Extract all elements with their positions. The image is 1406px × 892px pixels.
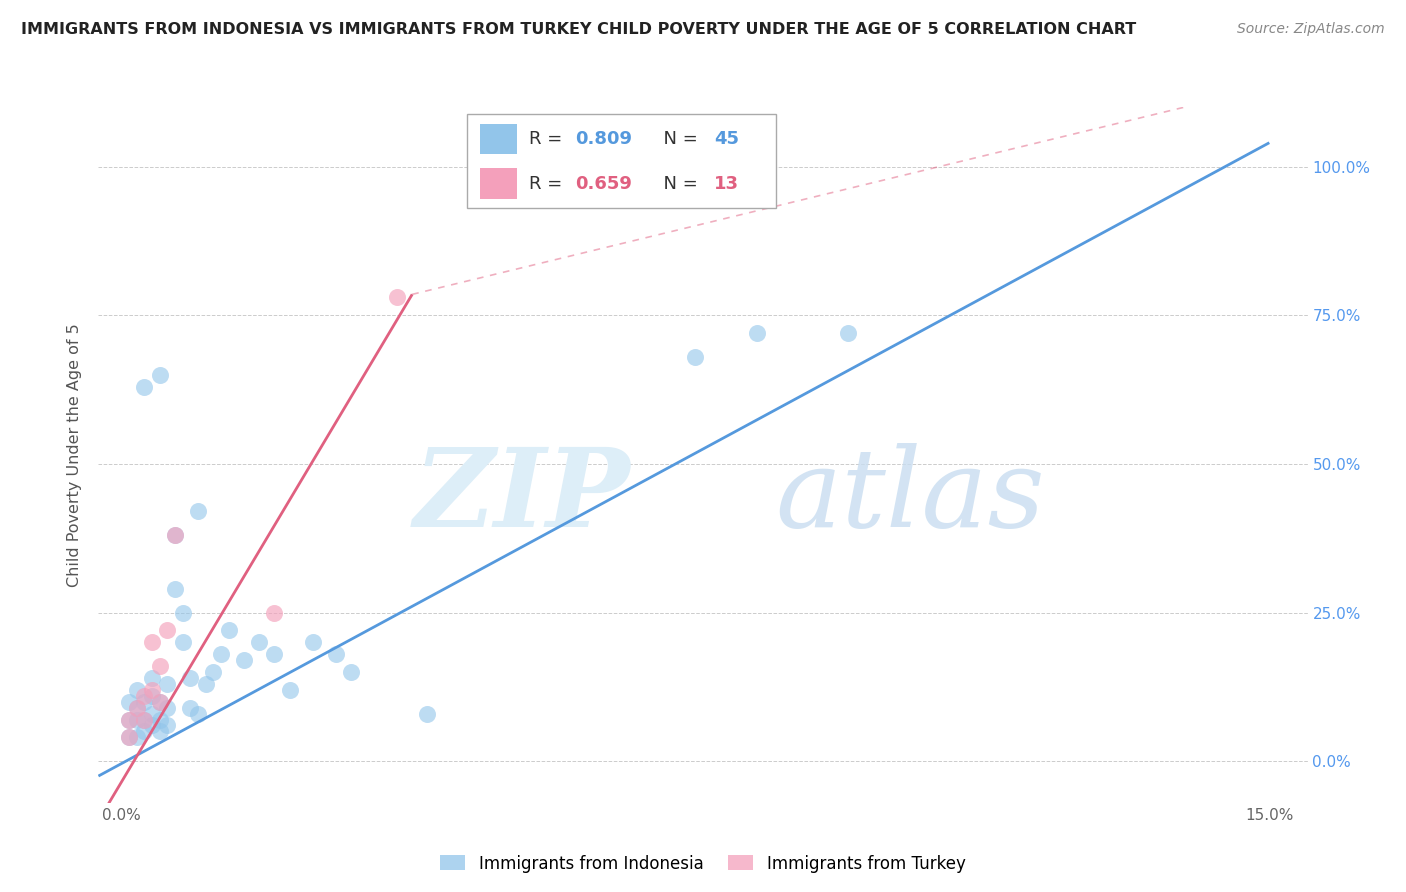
Point [232, 653, 254, 667]
Point [187, 706, 209, 721]
Point [149, 713, 172, 727]
Point [325, 647, 347, 661]
Point [209, 647, 232, 661]
Point [118, 713, 141, 727]
Point [125, 731, 148, 745]
Point [141, 689, 163, 703]
Point [156, 700, 179, 714]
Point [163, 528, 186, 542]
Text: ZIP: ZIP [413, 443, 630, 550]
Point [134, 379, 156, 393]
Point [149, 695, 172, 709]
Point [218, 624, 240, 638]
Point [125, 682, 148, 697]
Point [247, 635, 270, 649]
Point [141, 706, 163, 721]
Point [172, 635, 194, 649]
Point [156, 677, 179, 691]
Point [278, 682, 301, 697]
Point [149, 659, 172, 673]
Point [263, 606, 285, 620]
Point [149, 724, 172, 739]
Point [134, 713, 156, 727]
Point [134, 713, 156, 727]
Point [263, 647, 285, 661]
Point [125, 713, 148, 727]
Point [134, 689, 156, 703]
Point [194, 677, 217, 691]
Point [179, 671, 201, 685]
Text: atlas: atlas [776, 443, 1045, 550]
Point [141, 718, 163, 732]
Point [340, 665, 363, 679]
Point [385, 290, 408, 304]
Point [163, 582, 186, 596]
Point [149, 368, 172, 382]
Point [141, 635, 163, 649]
Point [202, 665, 225, 679]
Point [745, 326, 768, 340]
Point [118, 713, 141, 727]
Point [134, 724, 156, 739]
Point [141, 682, 163, 697]
Point [141, 671, 163, 685]
Point [156, 718, 179, 732]
Point [125, 700, 148, 714]
Text: Source: ZipAtlas.com: Source: ZipAtlas.com [1237, 22, 1385, 37]
Point [416, 706, 439, 721]
Point [149, 695, 172, 709]
Point [685, 350, 707, 364]
Point [118, 695, 141, 709]
Point [118, 731, 141, 745]
Point [125, 700, 148, 714]
Point [163, 528, 186, 542]
Y-axis label: Child Poverty Under the Age of 5: Child Poverty Under the Age of 5 [67, 323, 83, 587]
Point [118, 731, 141, 745]
Point [179, 700, 201, 714]
Point [172, 606, 194, 620]
Point [187, 504, 209, 518]
Point [837, 326, 859, 340]
Point [134, 695, 156, 709]
Text: IMMIGRANTS FROM INDONESIA VS IMMIGRANTS FROM TURKEY CHILD POVERTY UNDER THE AGE : IMMIGRANTS FROM INDONESIA VS IMMIGRANTS … [21, 22, 1136, 37]
Point [301, 635, 323, 649]
Legend: Immigrants from Indonesia, Immigrants from Turkey: Immigrants from Indonesia, Immigrants fr… [433, 848, 973, 880]
Point [156, 624, 179, 638]
